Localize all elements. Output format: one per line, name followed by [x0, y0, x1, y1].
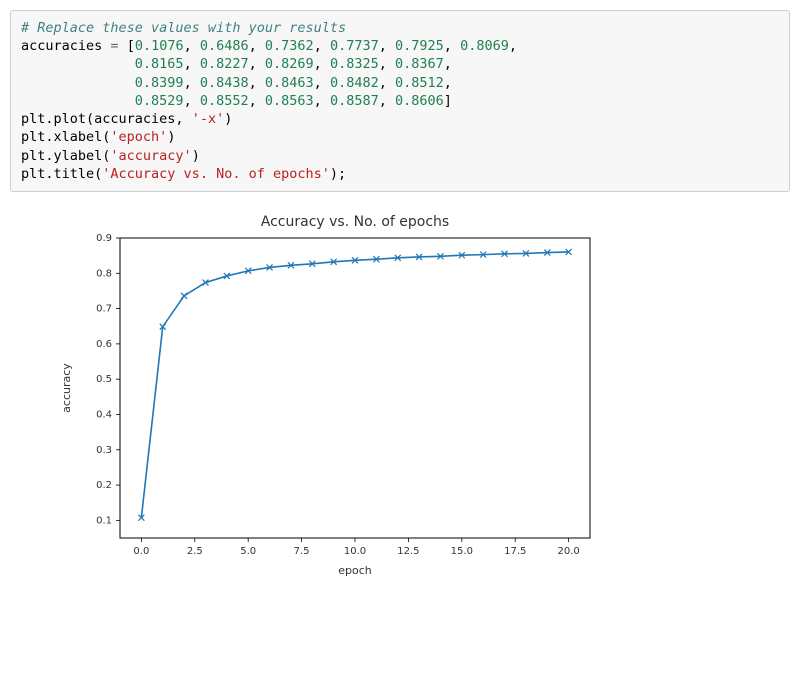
accuracy-chart: 0.0 2.5 5.0 7.5 10.0 12.5 15.0 17.5 20.0 0.1 0.2 0.…	[50, 210, 610, 590]
code-cell: # Replace these values with your results…	[10, 10, 790, 192]
y-tick-label: 0.8	[96, 268, 112, 279]
chart-output: 0.0 2.5 5.0 7.5 10.0 12.5 15.0 17.5 20.0 0.1 0.2 0.…	[50, 210, 790, 594]
x-tick-label: 7.5	[294, 546, 310, 557]
x-tick-label: 17.5	[504, 546, 526, 557]
x-axis-label: epoch	[338, 564, 372, 577]
x-tick-label: 12.5	[397, 546, 419, 557]
x-tick-label: 5.0	[240, 546, 256, 557]
y-tick-label: 0.1	[96, 515, 112, 526]
y-tick-label: 0.9	[96, 233, 112, 244]
x-tick-label: 15.0	[451, 546, 473, 557]
y-tick-label: 0.4	[96, 409, 112, 420]
x-tick-label: 20.0	[558, 546, 580, 557]
chart-title: Accuracy vs. No. of epochs	[261, 214, 449, 230]
y-tick-label: 0.6	[96, 339, 112, 350]
y-tick-label: 0.7	[96, 304, 112, 315]
y-tick-label: 0.2	[96, 480, 112, 491]
x-tick-label: 10.0	[344, 546, 366, 557]
x-tick-label: 2.5	[187, 546, 203, 557]
x-tick-label: 0.0	[133, 546, 149, 557]
y-axis-label: accuracy	[60, 363, 73, 413]
y-tick-label: 0.5	[96, 374, 112, 385]
y-tick-label: 0.3	[96, 445, 112, 456]
